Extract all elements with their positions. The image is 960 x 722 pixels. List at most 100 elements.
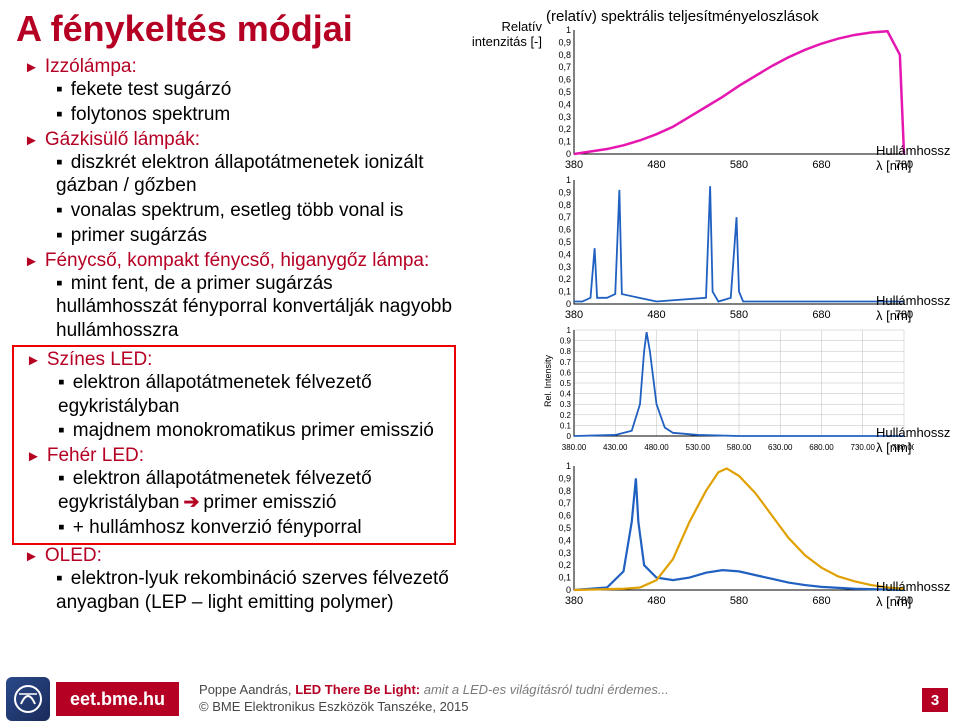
svg-text:0,9: 0,9 — [558, 187, 571, 197]
sub-item: primer sugárzás — [56, 224, 456, 248]
chart-led-color: 00.10.20.30.40.50.60.70.80.91380.00430.0… — [544, 326, 914, 458]
svg-text:Rel. Intensity: Rel. Intensity — [544, 354, 553, 407]
bullet-head: Izzólámpa: — [45, 56, 137, 77]
chart-incandescent: 00,10,20,30,40,50,60,70,80,9138048058068… — [544, 26, 914, 176]
svg-text:0,7: 0,7 — [558, 62, 571, 72]
bullet-feher: Fehér LED: elektron állapotátmenetek fél… — [26, 445, 450, 539]
svg-text:1: 1 — [567, 326, 572, 335]
svg-text:0,5: 0,5 — [558, 237, 571, 247]
svg-text:0,6: 0,6 — [558, 225, 571, 235]
svg-text:0.6: 0.6 — [560, 368, 572, 377]
svg-text:480: 480 — [647, 309, 665, 321]
sub-item: folytonos spektrum — [56, 103, 456, 127]
svg-text:0,5: 0,5 — [558, 523, 571, 533]
svg-text:680: 680 — [812, 159, 830, 171]
svg-text:0,2: 0,2 — [558, 560, 571, 570]
svg-text:0,3: 0,3 — [558, 548, 571, 558]
svg-text:0: 0 — [567, 432, 572, 441]
svg-text:0,2: 0,2 — [558, 274, 571, 284]
bullet-oled: OLED: elektron-lyuk rekombináció szerves… — [24, 545, 456, 615]
bullet-izzo: Izzólámpa: fekete test sugárzó folytonos… — [24, 56, 456, 127]
svg-text:0.8: 0.8 — [560, 347, 572, 356]
svg-text:0,9: 0,9 — [558, 37, 571, 47]
charts-title: (relatív) spektrális teljesítményeloszlá… — [546, 8, 819, 25]
x-axis-label: Hullámhosszλ [nm] — [876, 426, 956, 456]
x-axis-label: Hullámhosszλ [nm] — [876, 294, 956, 324]
svg-text:0,9: 0,9 — [558, 473, 571, 483]
domain-badge: eet.bme.hu — [56, 682, 179, 716]
arrow-right-icon: ➔ — [183, 492, 199, 513]
svg-text:0.5: 0.5 — [560, 379, 572, 388]
svg-text:1: 1 — [566, 26, 571, 35]
svg-text:1: 1 — [566, 176, 571, 185]
sub-item: mint fent, de a primer sugárzás hullámho… — [56, 272, 456, 343]
svg-text:380: 380 — [565, 309, 583, 321]
svg-text:0,7: 0,7 — [558, 498, 571, 508]
x-axis-label: Hullámhosszλ [nm] — [876, 580, 956, 610]
sub-item: diszkrét elektron állapotátmenetek ioniz… — [56, 151, 456, 199]
sub-item: vonalas spektrum, esetleg több vonal is — [56, 199, 456, 223]
svg-text:0,1: 0,1 — [558, 573, 571, 583]
sub-item: elektron-lyuk rekombináció szerves félve… — [56, 567, 456, 615]
svg-text:580: 580 — [730, 309, 748, 321]
footer-text: Poppe Aandrás, LED There Be Light: amit … — [199, 682, 669, 716]
svg-text:0.9: 0.9 — [560, 337, 572, 346]
svg-text:0: 0 — [566, 149, 571, 159]
svg-text:630.00: 630.00 — [768, 443, 793, 452]
chart-discharge: 00,10,20,30,40,50,60,70,80,9138048058068… — [544, 176, 914, 326]
sub-item: + hullámhosz konverzió fényporral — [58, 516, 450, 540]
bullet-head: OLED: — [45, 545, 102, 566]
svg-text:0,8: 0,8 — [558, 50, 571, 60]
svg-text:580.00: 580.00 — [727, 443, 752, 452]
svg-text:0: 0 — [566, 299, 571, 309]
svg-text:0,1: 0,1 — [558, 287, 571, 297]
svg-text:680: 680 — [812, 309, 830, 321]
svg-text:0,3: 0,3 — [558, 112, 571, 122]
svg-text:0.3: 0.3 — [560, 400, 572, 409]
svg-text:480.00: 480.00 — [644, 443, 669, 452]
svg-text:0.2: 0.2 — [560, 411, 572, 420]
svg-text:380: 380 — [565, 595, 583, 607]
svg-text:0,6: 0,6 — [558, 75, 571, 85]
sub-item: elektron állapotátmenetek félvezető egyk… — [58, 467, 450, 515]
sub-item: fekete test sugárzó — [56, 78, 456, 102]
svg-text:480: 480 — [647, 595, 665, 607]
svg-text:0,8: 0,8 — [558, 200, 571, 210]
svg-text:0,3: 0,3 — [558, 262, 571, 272]
page-number: 3 — [922, 688, 948, 712]
y-axis-label: Relatív intenzitás [-] — [456, 20, 542, 50]
bullet-head: Színes LED: — [47, 349, 153, 370]
svg-text:0,2: 0,2 — [558, 124, 571, 134]
svg-text:380.00: 380.00 — [562, 443, 587, 452]
bullet-head: Fénycső, kompakt fénycső, higanygőz lámp… — [45, 250, 429, 271]
svg-text:730.00: 730.00 — [851, 443, 876, 452]
highlight-box: Színes LED: elektron állapotátmenetek fé… — [12, 345, 456, 546]
svg-text:580: 580 — [730, 159, 748, 171]
svg-text:0.7: 0.7 — [560, 358, 572, 367]
svg-text:0.4: 0.4 — [560, 390, 572, 399]
logo-icon — [6, 677, 50, 721]
svg-text:0,4: 0,4 — [558, 99, 571, 109]
footer: eet.bme.hu Poppe Aandrás, LED There Be L… — [0, 676, 960, 722]
svg-text:0,8: 0,8 — [558, 486, 571, 496]
bullet-head: Fehér LED: — [47, 445, 144, 466]
bullet-gaz: Gázkisülő lámpák: diszkrét elektron álla… — [24, 129, 456, 248]
svg-text:0,4: 0,4 — [558, 535, 571, 545]
svg-text:0: 0 — [566, 585, 571, 595]
svg-text:580: 580 — [730, 595, 748, 607]
svg-text:680.00: 680.00 — [809, 443, 834, 452]
svg-text:530.00: 530.00 — [686, 443, 711, 452]
bullet-szines: Színes LED: elektron állapotátmenetek fé… — [26, 349, 450, 443]
svg-text:380: 380 — [565, 159, 583, 171]
svg-text:0,7: 0,7 — [558, 212, 571, 222]
svg-text:0,1: 0,1 — [558, 137, 571, 147]
bullet-head: Gázkisülő lámpák: — [45, 129, 200, 150]
sub-item: majdnem monokromatikus primer emisszió — [58, 419, 450, 443]
slide-title: A fénykeltés módjai — [16, 8, 456, 50]
bullet-fenycso: Fénycső, kompakt fénycső, higanygőz lámp… — [24, 250, 456, 343]
svg-text:1: 1 — [566, 462, 571, 471]
sub-item: elektron állapotátmenetek félvezető egyk… — [58, 371, 450, 419]
svg-text:0,6: 0,6 — [558, 511, 571, 521]
main-list: Izzólámpa: fekete test sugárzó folytonos… — [16, 56, 456, 343]
svg-text:430.00: 430.00 — [603, 443, 628, 452]
